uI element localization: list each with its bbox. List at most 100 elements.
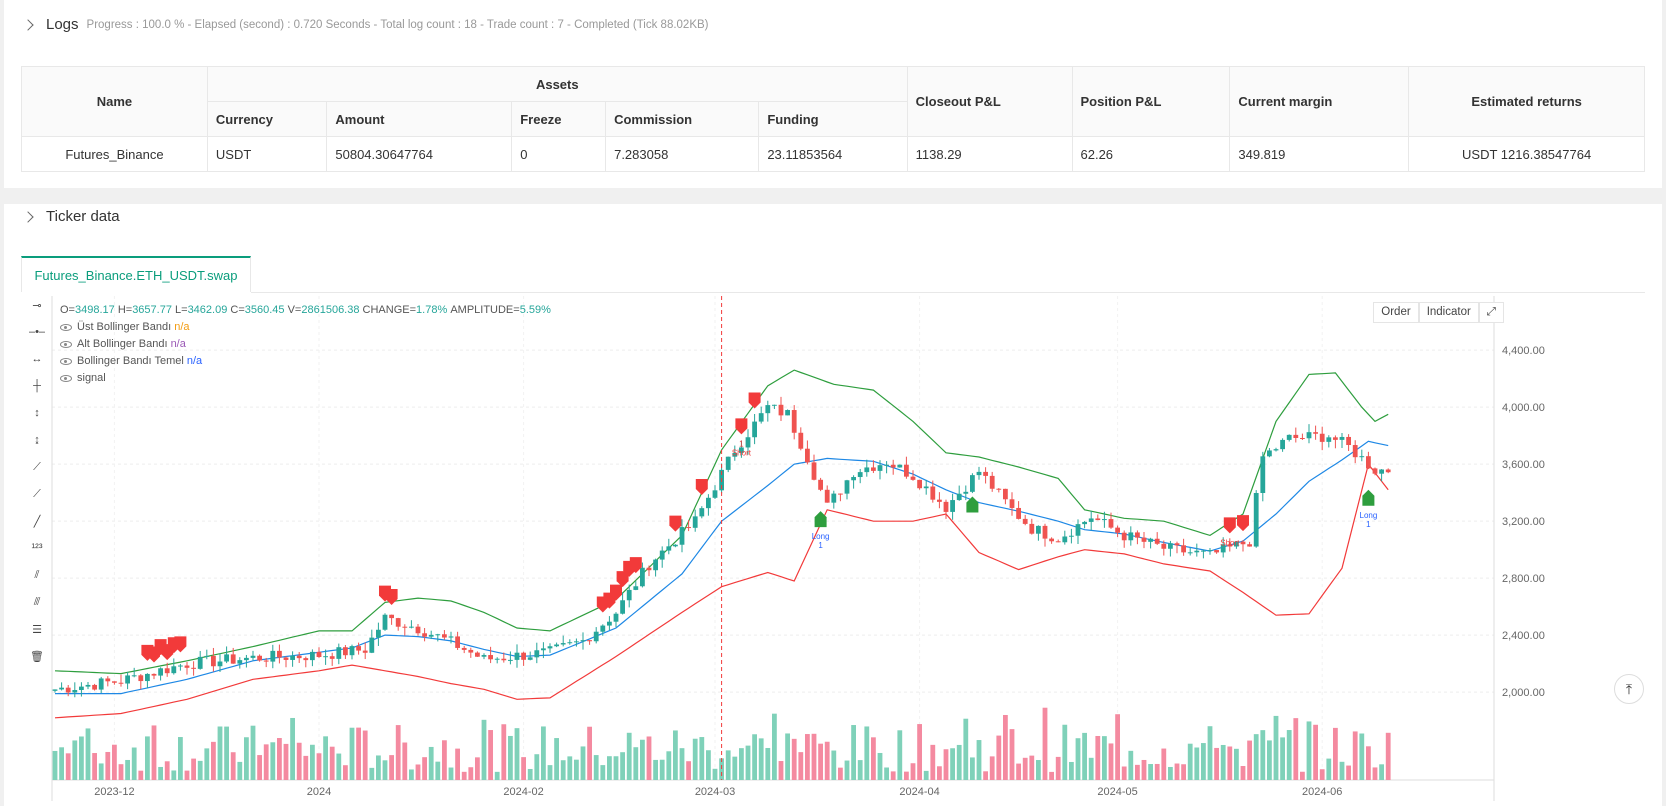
volume-bar [455,748,460,780]
indicator-button[interactable]: Indicator [1418,302,1479,323]
volume-bar [877,752,883,780]
volume-bar [395,725,401,780]
eye-icon[interactable] [60,375,72,382]
candle-body [745,437,751,448]
order-button[interactable]: Order [1373,302,1419,323]
volume-bar [1154,763,1160,780]
scroll-to-top-button[interactable]: ⤒ [1614,674,1644,704]
legend-upper-band[interactable]: Üst Bollinger Bandı n/a [60,319,551,336]
volume-bar [79,736,84,780]
volume-bar [1346,765,1351,780]
volume-bar [851,725,856,780]
volume-bar [844,760,850,780]
chart-area[interactable]: ⊸ –•– ↔ ┼ ↕ ↨ ⟋ ⟋ ╱ ¹²³ ⫽ ⫻ ☰ 🗑 4,400.00… [22,296,1644,804]
candle-body [257,655,262,661]
col-freeze: Freeze [511,101,607,137]
candle-body [805,448,810,463]
eye-icon[interactable] [60,341,72,348]
volume-bar [475,757,480,780]
candle-body [131,675,137,677]
candle-body [1055,541,1061,543]
short-signal-marker [695,479,708,496]
legend-signal[interactable]: signal [60,370,551,387]
tab-divider [251,292,1645,293]
candle-body [1049,538,1054,542]
logs-header[interactable]: Logs Progress : 100.0 % - Elapsed (secon… [22,16,709,33]
ohlc-l-key: L= [175,304,188,316]
volume-bar [323,736,328,780]
candle-body [191,667,196,669]
trash-icon[interactable]: 🗑 [30,650,44,663]
volume-bar [600,765,606,780]
volume-bar [567,756,573,780]
vertical-segment-icon[interactable]: ↕ [34,407,40,419]
volume-bar [415,764,421,780]
parallel-lines-icon[interactable]: ⫽ [34,568,40,581]
volume-bar [745,745,751,780]
volume-bar [191,758,196,780]
candle-body [72,690,78,693]
candle-body [494,658,500,660]
eye-icon[interactable] [60,324,72,331]
legend-lower-band[interactable]: Alt Bollinger Bandı n/a [60,336,551,353]
chevron-down-icon[interactable] [22,210,34,223]
vertical-line-icon[interactable]: ┼ [33,380,41,392]
volume-bar [963,718,969,780]
candle-body [1352,445,1358,458]
volume-bar [607,756,612,780]
candle-body [52,689,58,691]
fullscreen-icon[interactable]: ⤢ [1478,302,1504,323]
candle-body [428,634,434,637]
horizontal-line-icon[interactable]: –•– [28,326,46,338]
table-row: Futures_Binance USDT 50804.30647764 0 7.… [21,136,1645,172]
volume-bar [778,761,784,780]
ticker-header[interactable]: Ticker data [22,208,120,225]
segment-icon[interactable]: ╱ [33,515,41,528]
candle-body [138,675,144,682]
ohlc-v-key: V= [287,304,302,316]
fibonacci-icon[interactable]: ☰ [32,623,42,636]
volume-bar [1102,736,1107,780]
volume-bar [402,742,408,780]
channel-icon[interactable]: ⫻ [33,595,41,608]
candle-body [1168,543,1173,549]
volume-bar [732,756,738,780]
cell-funding: 23.11853564 [758,136,908,172]
candle-body [1240,541,1246,545]
candle-body [666,546,672,551]
candle-body [1121,532,1127,541]
ray-line-icon[interactable]: ⟋ [33,487,41,500]
legend-basis[interactable]: Bollinger Bandı Temel n/a [60,353,551,370]
price-label-icon[interactable]: ¹²³ [31,542,43,554]
candle-body [626,589,632,601]
volume-bar [956,744,962,780]
volume-bar [422,757,427,780]
candle-body [204,655,210,657]
volume-bar [679,748,685,780]
ticker-panel: Ticker data Futures_Binance.ETH_USDT.swa… [4,204,1662,806]
volume-bar [989,756,995,780]
volume-bar [1029,755,1035,780]
eye-icon[interactable] [60,358,72,365]
logs-panel: Logs Progress : 100.0 % - Elapsed (secon… [4,0,1662,188]
vertical-ray-icon[interactable]: ↨ [34,434,40,446]
candle-body [739,447,744,453]
candle-body [1069,535,1074,537]
candle-body [765,405,771,414]
short-signal-label: Short [1220,538,1240,547]
volume-bar [270,742,276,780]
tab-eth-usdt-swap[interactable]: Futures_Binance.ETH_USDT.swap [21,256,251,292]
horizontal-segment-icon[interactable]: ↔ [31,353,43,365]
candle-body [574,641,579,643]
horizontal-ray-icon[interactable]: ⊸ [32,299,42,312]
arrow-up-icon: ⤒ [1625,680,1633,697]
candle-body [521,652,526,660]
candle-body [1379,469,1384,474]
volume-bar [1352,731,1358,780]
chevron-down-icon[interactable] [22,18,34,31]
candle-body [1286,434,1292,440]
candlestick-chart[interactable]: 4,400.00 4,000.00 3,600.00 3,200.00 2,800.00… [22,296,1644,804]
volume-bar [131,747,137,780]
candle-body [653,559,658,571]
trend-line-icon[interactable]: ⟋ [33,460,41,473]
